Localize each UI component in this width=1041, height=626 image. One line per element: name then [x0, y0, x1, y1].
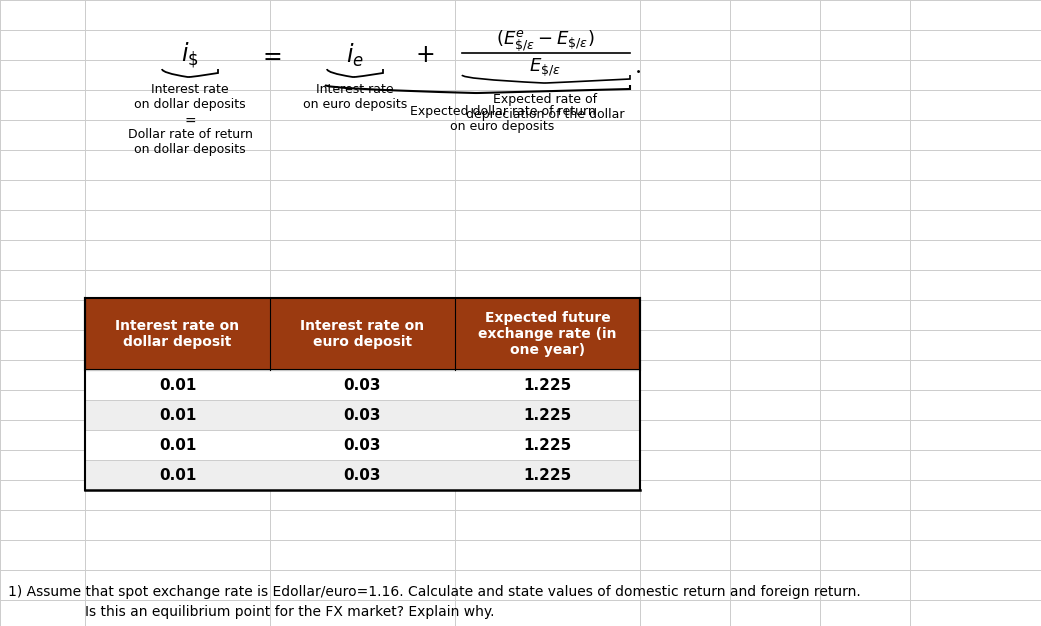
Bar [85, 400, 640, 430]
Text: 0.01: 0.01 [159, 438, 196, 453]
Text: $i_{\$}$: $i_{\$}$ [181, 40, 199, 69]
Text: 1.225: 1.225 [524, 377, 572, 393]
Text: 0.01: 0.01 [159, 408, 196, 423]
Text: 0.03: 0.03 [344, 408, 381, 423]
Text: Interest rate on
euro deposit: Interest rate on euro deposit [301, 319, 425, 349]
Text: 0.03: 0.03 [344, 468, 381, 483]
Bar [85, 430, 640, 460]
Text: $E_{\$/\epsilon}$: $E_{\$/\epsilon}$ [529, 56, 561, 78]
Text: 0.01: 0.01 [159, 377, 196, 393]
Text: $=$: $=$ [258, 43, 282, 66]
Bar [85, 460, 640, 490]
Text: 1.225: 1.225 [524, 438, 572, 453]
Bar [85, 298, 640, 370]
Text: =: = [184, 115, 196, 129]
Text: $+$: $+$ [415, 43, 435, 66]
Text: 1.225: 1.225 [524, 408, 572, 423]
Text: Expected future
exchange rate (in
one year): Expected future exchange rate (in one ye… [478, 310, 616, 357]
Text: Interest rate
on euro deposits: Interest rate on euro deposits [303, 83, 407, 111]
Text: Is this an equilibrium point for the FX market? Explain why.: Is this an equilibrium point for the FX … [85, 605, 494, 619]
Text: Expected dollar rate of return
on euro deposits: Expected dollar rate of return on euro d… [409, 105, 595, 133]
Text: Expected rate of
depreciation of the dollar: Expected rate of depreciation of the dol… [465, 93, 625, 121]
Text: Dollar rate of return
on dollar deposits: Dollar rate of return on dollar deposits [128, 128, 252, 156]
Bar [85, 370, 640, 400]
Text: $i_{e}$: $i_{e}$ [346, 41, 364, 69]
Text: 0.03: 0.03 [344, 377, 381, 393]
Text: 0.01: 0.01 [159, 468, 196, 483]
Text: $(E^{e}_{\$/\epsilon} - E_{\$/\epsilon})$: $(E^{e}_{\$/\epsilon} - E_{\$/\epsilon})… [496, 29, 594, 53]
Text: 1) Assume that spot exchange rate is Edollar/euro=1.16. Calculate and state valu: 1) Assume that spot exchange rate is Edo… [8, 585, 861, 599]
Text: Interest rate on
dollar deposit: Interest rate on dollar deposit [116, 319, 239, 349]
Text: .: . [635, 56, 642, 78]
Text: 0.03: 0.03 [344, 438, 381, 453]
Text: Interest rate
on dollar deposits: Interest rate on dollar deposits [134, 83, 246, 111]
Text: 1.225: 1.225 [524, 468, 572, 483]
